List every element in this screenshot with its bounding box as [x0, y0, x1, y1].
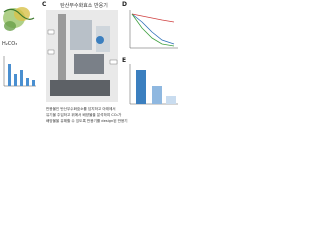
- protein-structure: [0, 0, 40, 40]
- panel-label: D: [122, 1, 127, 8]
- bar-chart: [129, 64, 178, 105]
- line-chart: [129, 10, 178, 49]
- caption-line: 반응물인 탄산무수화효소를 담지하고 아래에서: [46, 106, 116, 111]
- panel-label: E: [122, 57, 126, 64]
- figure: H₂CO₃ C 탄산무수화효소 반응기 반응물인 탄산무수화효소를 담지하고 아…: [0, 0, 178, 123]
- left-chart: [3, 56, 36, 87]
- caption-line: 배양물을 유해할 수 있도록 반응기를 design된 반응기: [46, 118, 128, 123]
- reactor-photo: [46, 10, 118, 102]
- caption-line: 유기물 주입하고 위에서 배양물을 분석하여 CO₂가: [46, 112, 122, 117]
- reactor-title: 탄산무수화효소 반응기: [60, 2, 108, 9]
- panel-label: C: [42, 1, 47, 8]
- molecule-label: H₂CO₃: [2, 41, 17, 47]
